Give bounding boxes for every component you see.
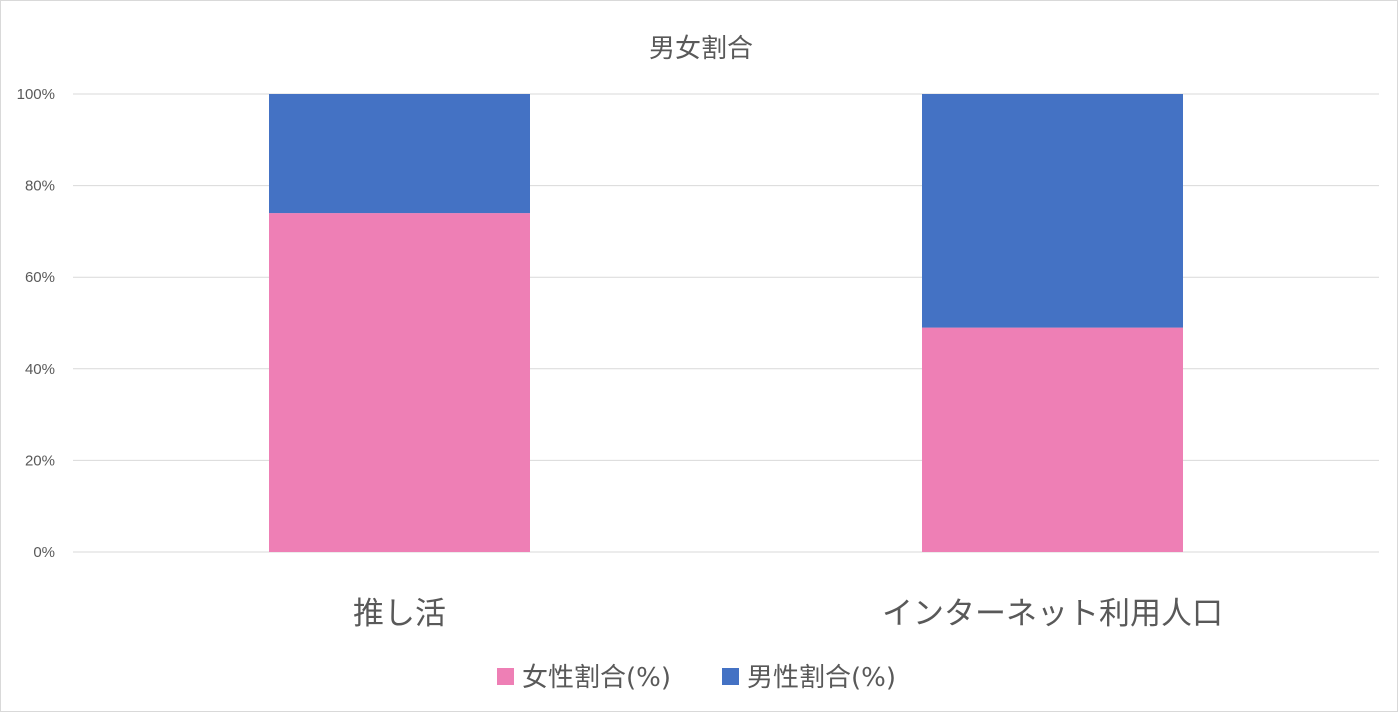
legend: 女性割合(%) 男性割合(%): [497, 663, 896, 693]
x-category-label: インターネット利用人口: [882, 596, 1223, 632]
y-tick-label: 40%: [25, 361, 55, 378]
x-axis-categories: 推し活 インターネット利用人口: [353, 596, 1223, 632]
bar-segment-male: [922, 94, 1183, 328]
x-category-label: 推し活: [353, 596, 446, 632]
legend-swatch: [497, 668, 514, 685]
y-tick-label: 20%: [25, 452, 55, 469]
y-tick-label: 80%: [25, 178, 55, 195]
y-tick-label: 0%: [33, 544, 55, 561]
bar-segment-female: [922, 327, 1183, 552]
y-tick-label: 60%: [25, 269, 55, 286]
y-tick-label: 100%: [17, 86, 55, 103]
chart-title: 男女割合: [649, 34, 753, 64]
legend-label: 男性割合(%): [747, 663, 896, 693]
bars: [269, 94, 1183, 552]
legend-label: 女性割合(%): [522, 663, 671, 693]
bar-segment-female: [269, 213, 530, 552]
bar-segment-male: [269, 94, 530, 214]
y-axis-ticks: 0% 20% 40% 60% 80% 100%: [17, 86, 55, 561]
legend-swatch: [722, 668, 739, 685]
gridlines: [73, 93, 1379, 553]
